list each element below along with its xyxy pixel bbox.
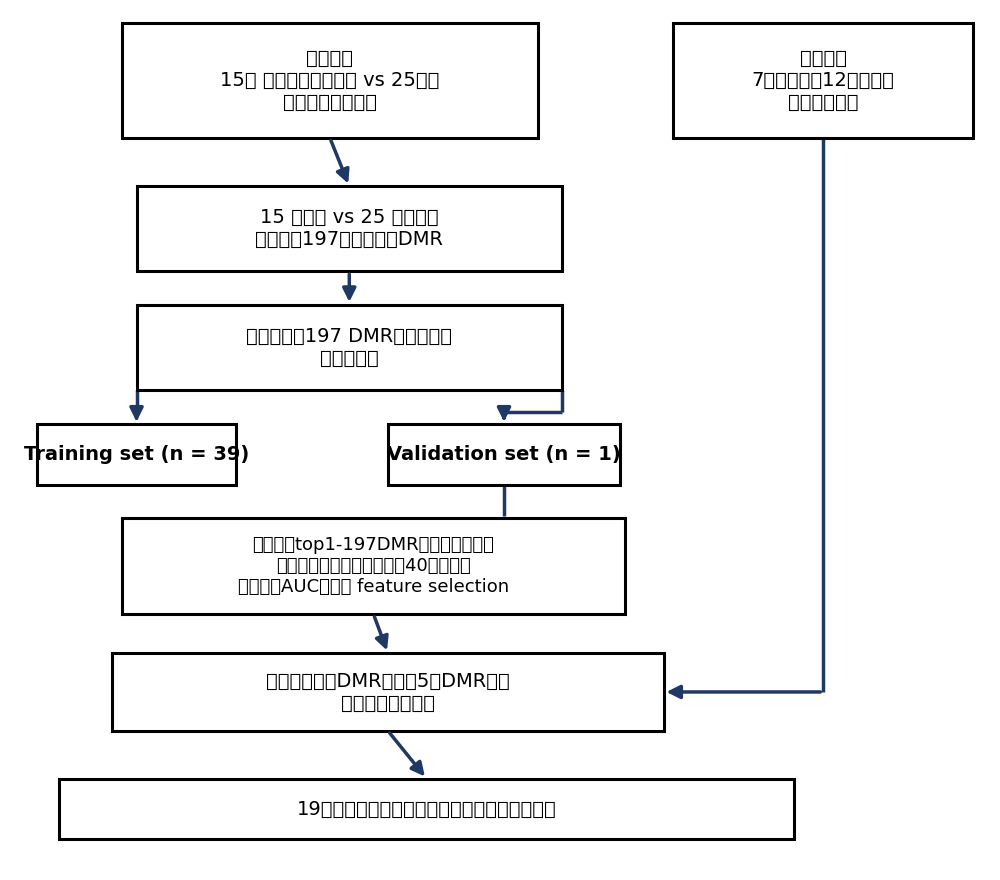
- Text: Validation set (n = 1): Validation set (n = 1): [387, 445, 621, 465]
- Text: 验证集：
7个肝转移和12个非肝转
移原发灶样本: 验证集： 7个肝转移和12个非肝转 移原发灶样本: [752, 49, 895, 112]
- FancyBboxPatch shape: [59, 779, 794, 840]
- Text: 筛选出最佳的DMR组合，5个DMR组合
建立最佳预测模型: 筛选出最佳的DMR组合，5个DMR组合 建立最佳预测模型: [266, 671, 510, 713]
- FancyBboxPatch shape: [137, 304, 562, 390]
- FancyBboxPatch shape: [122, 23, 538, 138]
- FancyBboxPatch shape: [122, 517, 625, 614]
- Text: 训练集：
15个 肝转移原发灶样本 vs 25个非
肝转移原发灶样本: 训练集： 15个 肝转移原发灶样本 vs 25个非 肝转移原发灶样本: [220, 49, 440, 112]
- FancyBboxPatch shape: [37, 424, 236, 485]
- Text: 19个独立验证集输入模型中，验证模型预测性能: 19个独立验证集输入模型中，验证模型预测性能: [297, 800, 557, 818]
- FancyBboxPatch shape: [112, 653, 664, 731]
- Text: 15 肝转移 vs 25 无肝转移
共筛选出197个显著差异DMR: 15 肝转移 vs 25 无肝转移 共筛选出197个显著差异DMR: [255, 209, 443, 249]
- Text: 随机森林将197 DMR对肝转移影
响进行排序: 随机森林将197 DMR对肝转移影 响进行排序: [246, 326, 452, 368]
- Text: 分别通过top1-197DMR组合，进行留一
法进行交叉验证。通过每组40个验证集
性能计算AUC，进行 feature selection: 分别通过top1-197DMR组合，进行留一 法进行交叉验证。通过每组40个验证…: [238, 536, 509, 596]
- FancyBboxPatch shape: [673, 23, 973, 138]
- FancyBboxPatch shape: [137, 187, 562, 271]
- Text: Training set (n = 39): Training set (n = 39): [24, 445, 249, 465]
- FancyBboxPatch shape: [388, 424, 620, 485]
